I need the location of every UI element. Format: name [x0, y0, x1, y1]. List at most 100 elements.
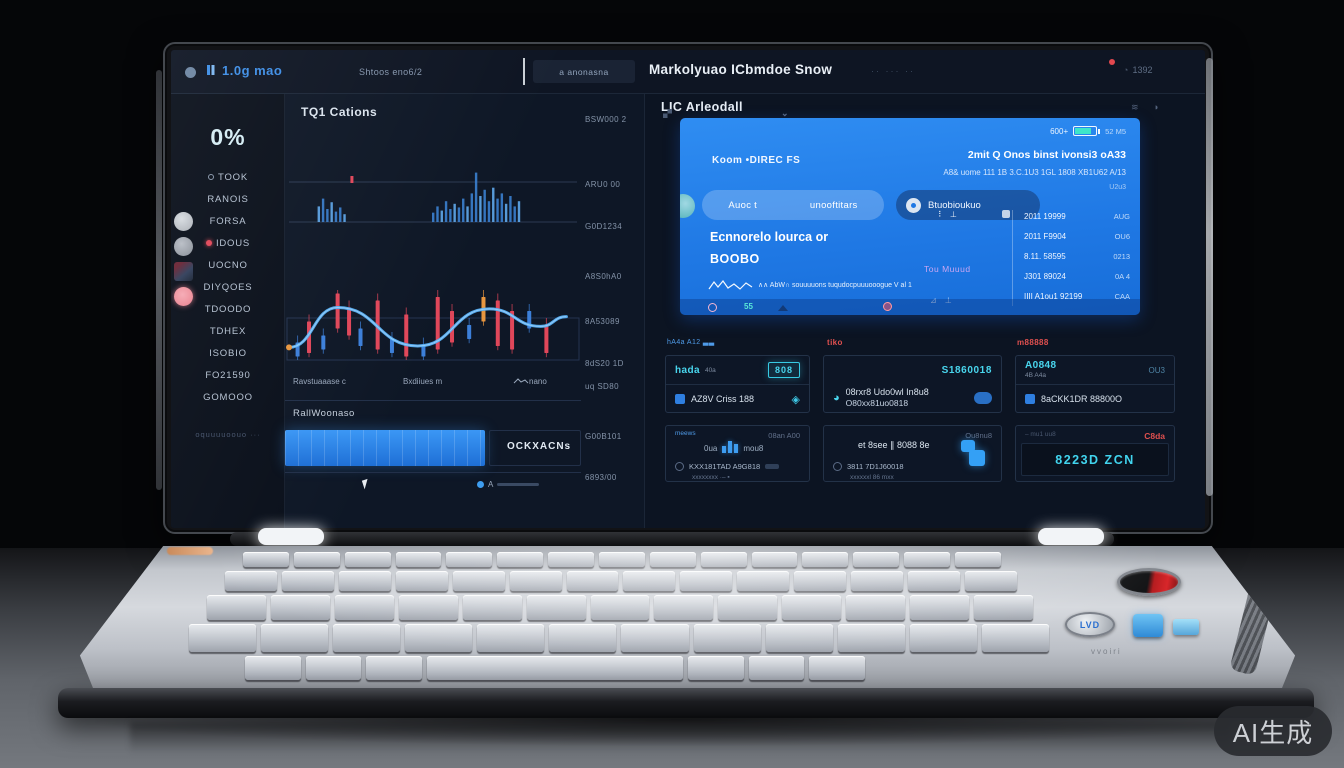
- sidebar-item[interactable]: TDOODO: [204, 303, 252, 315]
- list-item[interactable]: J301 89024 0A 4: [1024, 271, 1130, 281]
- avatar[interactable]: [174, 212, 193, 231]
- keyboard-key[interactable]: [748, 656, 805, 680]
- keyboard-key[interactable]: [245, 656, 301, 680]
- list-item[interactable]: 2011 19999 AUG: [1024, 211, 1130, 221]
- keyboard-key[interactable]: [853, 552, 900, 567]
- keyboard-key[interactable]: [688, 656, 744, 680]
- keyboard-key[interactable]: [981, 624, 1049, 652]
- keyboard-key[interactable]: [477, 624, 545, 652]
- stat-card[interactable]: meews 08an A00 0ua mou8 KXX181TAD A9G818…: [665, 425, 810, 482]
- keyboard-key[interactable]: [509, 571, 562, 591]
- tab-button[interactable]: a anonasna: [533, 60, 635, 83]
- featured-card[interactable]: 600+ 52 M5 Koom •DIREC FS 2mit Q Onos bi…: [680, 118, 1140, 315]
- sidebar-item[interactable]: TDHEX: [209, 325, 247, 337]
- keyboard-key[interactable]: [964, 571, 1017, 591]
- sidebar-item[interactable]: TOOK: [171, 166, 285, 188]
- sidebar-item[interactable]: ISOBIO: [209, 347, 247, 359]
- keyboard-key[interactable]: [700, 552, 747, 567]
- keyboard-key[interactable]: [590, 595, 650, 620]
- keyboard-key[interactable]: [621, 624, 689, 652]
- app-logo[interactable]: 1.0g mao: [207, 63, 282, 78]
- camera-icon[interactable]: [708, 303, 717, 312]
- keyboard-key[interactable]: [974, 595, 1033, 620]
- action-pill[interactable]: Btuobioukuo: [896, 190, 1040, 220]
- keyboard-key[interactable]: [333, 624, 401, 652]
- sidebar-item[interactable]: RANOIS: [207, 193, 249, 205]
- avatar[interactable]: [174, 237, 193, 256]
- keyboard-key[interactable]: [846, 595, 906, 620]
- keyboard-key[interactable]: [395, 552, 442, 567]
- keyboard-key[interactable]: [751, 552, 798, 567]
- sidebar-item[interactable]: FORSA: [209, 215, 247, 227]
- counter-label[interactable]: ◔ 1392: [1123, 65, 1153, 75]
- pill-option[interactable]: Auoc t: [728, 199, 758, 211]
- keyboard-key[interactable]: [398, 595, 458, 620]
- keyboard-key[interactable]: [207, 595, 266, 620]
- keyboard-key[interactable]: [904, 552, 951, 567]
- menu-item[interactable]: Shtoos eno6/2: [359, 67, 423, 77]
- keyboard-key[interactable]: [405, 624, 473, 652]
- keyboard-key[interactable]: [446, 552, 493, 567]
- thumbnail-image[interactable]: [174, 262, 193, 281]
- ticker-box[interactable]: 8223D ZCN: [1021, 443, 1169, 476]
- keyboard-key[interactable]: [837, 624, 905, 652]
- keyboard-key[interactable]: [599, 552, 645, 567]
- window-icons[interactable]: ≋ ◑: [1131, 102, 1165, 112]
- keyboard-key[interactable]: [623, 571, 676, 591]
- keyboard-key[interactable]: [305, 656, 362, 680]
- keyboard-key[interactable]: [782, 595, 842, 620]
- radio-icon[interactable]: [833, 462, 842, 471]
- sidebar-item[interactable]: DIYQOES: [203, 281, 253, 293]
- list-item[interactable]: IIII A1ou1 92199 CAA: [1024, 291, 1130, 301]
- volume-chart[interactable]: [285, 430, 485, 466]
- keyboard-key[interactable]: [910, 595, 970, 620]
- record-icon[interactable]: [883, 302, 892, 311]
- keyboard-key[interactable]: [851, 571, 904, 591]
- sidebar-item[interactable]: UOCNO: [208, 259, 248, 271]
- legend[interactable]: A: [477, 480, 540, 489]
- keyboard-key[interactable]: [261, 624, 329, 652]
- sidebar-item[interactable]: FO21590: [205, 369, 251, 381]
- keyboard-key[interactable]: [794, 571, 847, 591]
- blue-function-key[interactable]: [1173, 619, 1199, 635]
- keyboard-key[interactable]: [338, 571, 391, 591]
- keyboard-key[interactable]: [693, 624, 761, 652]
- segment-pill[interactable]: Auoc t unooftitars: [702, 190, 884, 220]
- blue-function-key[interactable]: [1133, 614, 1163, 637]
- keyboard-key[interactable]: [908, 571, 960, 591]
- keyboard-key[interactable]: [802, 552, 849, 567]
- keyboard-key[interactable]: [680, 571, 733, 591]
- keyboard-key[interactable]: [344, 552, 391, 567]
- keyboard-key[interactable]: [548, 552, 595, 567]
- keyboard-key[interactable]: [452, 571, 505, 591]
- stat-card[interactable]: – mu1 uu8 C8da 8223D ZCN: [1015, 425, 1175, 482]
- keyboard-key[interactable]: [225, 571, 277, 591]
- list-item[interactable]: 2011 F9904 OU6: [1024, 231, 1130, 241]
- list-item[interactable]: 8.11. 58595 0213: [1024, 251, 1130, 261]
- keyboard-key[interactable]: [243, 552, 289, 567]
- keyboard-key[interactable]: [462, 595, 522, 620]
- keyboard-key[interactable]: [765, 624, 833, 652]
- keyboard-key[interactable]: [737, 571, 790, 591]
- keyboard-key[interactable]: [718, 595, 778, 620]
- keyboard-key[interactable]: [566, 571, 619, 591]
- sidebar-item[interactable]: GOMOOO: [203, 391, 253, 403]
- spacebar-key[interactable]: [426, 656, 683, 680]
- keyboard-key[interactable]: [366, 656, 422, 680]
- keyboard-key[interactable]: [809, 656, 865, 680]
- pill-option[interactable]: unooftitars: [809, 199, 858, 211]
- chevron-down-icon[interactable]: ⌄: [781, 108, 789, 118]
- keyboard-key[interactable]: [497, 552, 544, 567]
- keyboard-key[interactable]: [909, 624, 977, 652]
- stat-card[interactable]: Ou8nu8 et 8see ∥ 8088 8e 3811 7D1J60018 …: [823, 425, 1002, 482]
- keyboard-key[interactable]: [281, 571, 334, 591]
- keyboard-key[interactable]: [189, 624, 257, 652]
- keyboard-key[interactable]: [526, 595, 586, 620]
- radio-icon[interactable]: [675, 462, 684, 471]
- keyboard-key[interactable]: [334, 595, 394, 620]
- stat-card[interactable]: S1860018 ◕ 08rxr8 Udo0wl In8u8 O80xx81uo0…: [823, 355, 1002, 413]
- keyboard-key[interactable]: [395, 571, 448, 591]
- stat-card[interactable]: A0848 4B A4a OU3 8aCKK1DR 88800O: [1015, 355, 1175, 413]
- keyboard-key[interactable]: [549, 624, 617, 652]
- power-button[interactable]: [1117, 568, 1181, 596]
